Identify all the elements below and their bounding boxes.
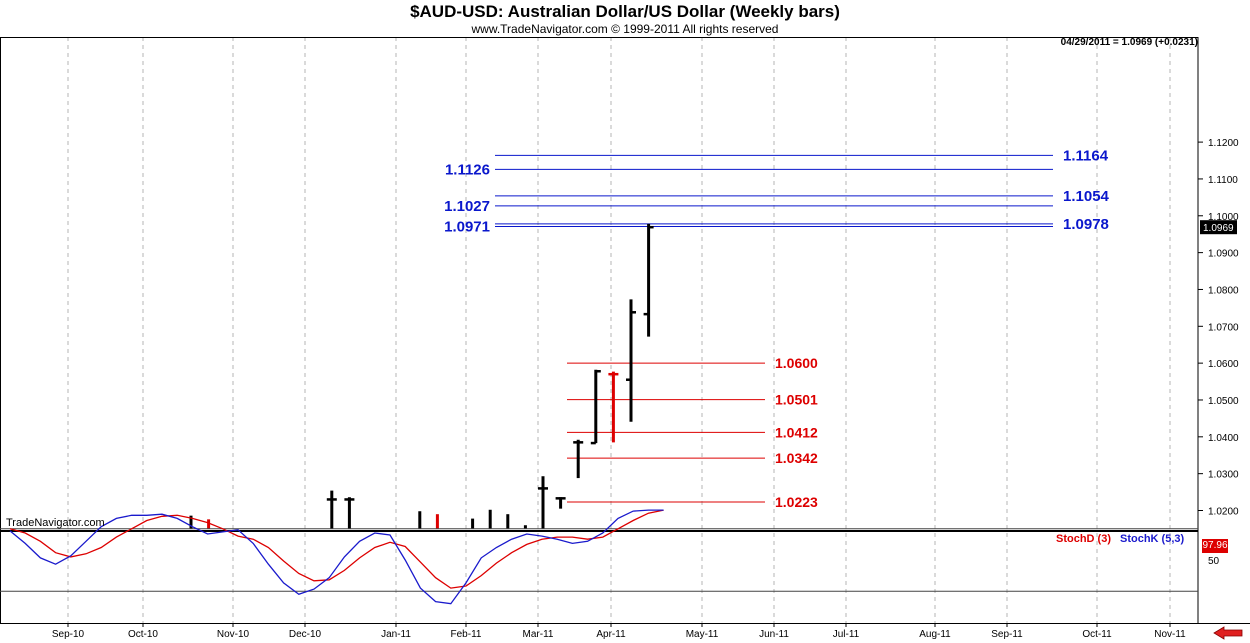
- resistance-label: 1.1027: [444, 198, 490, 215]
- price-levels: 1.1164 1.1126 1.1054 1.1027 1.0978 1.0971 1.06…: [444, 147, 1109, 510]
- x-axis-tick-label: Jul-11: [833, 629, 860, 640]
- resistance-label: 1.1126: [445, 161, 490, 178]
- x-axis-tick-label: Feb-11: [451, 629, 482, 640]
- x-axis-tick-label: Dec-10: [289, 629, 322, 640]
- stoch-axis-label: 50: [1208, 556, 1220, 567]
- chart-subtitle: www.TradeNavigator.com © 1999-2011 All r…: [471, 22, 779, 36]
- x-axis-tick-label: Jan-11: [381, 629, 411, 640]
- y-axis-tick-label: 1.1200: [1208, 138, 1239, 149]
- x-axis-tick-label: Mar-11: [523, 629, 554, 640]
- y-axis-tick-label: 1.0600: [1208, 359, 1239, 370]
- y-axis-tick-label: 1.0800: [1208, 285, 1239, 296]
- support-label: 1.0342: [775, 450, 818, 466]
- x-axis-tick-label: Oct-11: [1082, 629, 1112, 640]
- stochastic-panel: 50: [0, 509, 1220, 605]
- price-bars: [189, 223, 654, 529]
- stochk-legend: StochK (5,3): [1120, 533, 1185, 545]
- stoch-series-line: [9, 509, 664, 589]
- resistance-label: 1.1164: [1063, 147, 1109, 164]
- stoch-value-badge: 97.96: [1202, 539, 1228, 553]
- support-label: 1.0223: [775, 494, 818, 510]
- last-quote-label: 04/29/2011 = 1.0969 (+0.0231): [1060, 37, 1198, 48]
- support-label: 1.0600: [775, 355, 818, 371]
- resistance-label: 1.0971: [444, 218, 490, 235]
- chart-frame: [0, 37, 1250, 624]
- x-axis-tick-label: Nov-11: [1154, 629, 1186, 640]
- x-axis-tick-label: Oct-10: [128, 629, 158, 640]
- y-axis-tick-label: 1.0300: [1208, 470, 1239, 481]
- y-axis-tick-label: 1.1100: [1208, 175, 1238, 186]
- x-axis-tick-label: Nov-10: [217, 629, 250, 640]
- stoch-panel-frame: [0, 531, 1199, 624]
- x-axis-tick-label: May-11: [686, 629, 719, 640]
- x-axis-tick-label: Aug-11: [919, 629, 951, 640]
- stochd-legend: StochD (3): [1056, 533, 1111, 545]
- y-axis-tick-label: 1.0500: [1208, 396, 1239, 407]
- resistance-label: 1.1054: [1063, 188, 1110, 205]
- x-axis-tick-label: Apr-11: [596, 629, 626, 640]
- x-axis-tick-label: Sep-11: [991, 629, 1023, 640]
- x-axis-tick-label: Sep-10: [52, 629, 85, 640]
- last-price-badge-text: 1.0969: [1203, 223, 1234, 234]
- scroll-left-arrow-icon[interactable]: [1213, 626, 1243, 640]
- y-axis-tick-label: 1.0400: [1208, 433, 1239, 444]
- last-price-badge: [1200, 220, 1237, 235]
- support-label: 1.0412: [775, 424, 818, 440]
- y-axis-tick-label: 1.1000: [1208, 212, 1239, 223]
- y-axis-tick-label: 1.0900: [1208, 249, 1239, 260]
- grid-layer: [67, 37, 1171, 623]
- resistance-label: 1.0978: [1063, 216, 1109, 233]
- watermark-label: TradeNavigator.com: [6, 517, 105, 529]
- axes: 1.0200 1.0300 1.0400 1.0500 1.0600 1.0700 1.08…: [52, 138, 1239, 640]
- support-label: 1.0501: [775, 392, 818, 408]
- y-axis-tick-label: 1.0200: [1208, 507, 1239, 518]
- chart-title: $AUD-USD: Australian Dollar/US Dollar (W…: [410, 2, 840, 21]
- y-axis-tick-label: 1.0700: [1208, 322, 1239, 333]
- x-axis-tick-label: Jun-11: [759, 629, 789, 640]
- price-panel-frame: [0, 37, 1199, 531]
- stoch-series-line: [9, 509, 664, 605]
